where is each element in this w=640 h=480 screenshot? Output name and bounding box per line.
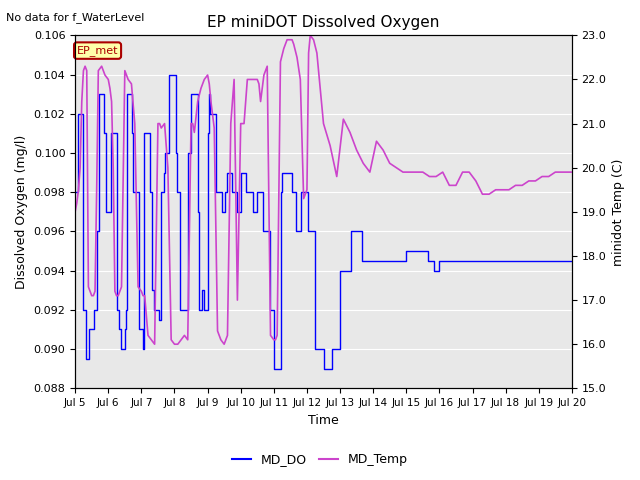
MD_DO (264, 228, 272, 234)
MD_Temp (532, 178, 540, 184)
MD_DO (176, 307, 184, 313)
MD_Temp (144, 333, 152, 338)
Legend: MD_DO, MD_Temp: MD_DO, MD_Temp (227, 448, 413, 471)
MD_DO (568, 258, 576, 264)
Line: MD_DO: MD_DO (75, 74, 572, 369)
MD_Temp (197, 85, 205, 91)
MD_Temp (83, 68, 91, 73)
MD_Temp (307, 33, 314, 38)
MD_DO (165, 72, 173, 77)
MD_Temp (568, 169, 576, 175)
MD_DO (436, 258, 444, 264)
MD_Temp (525, 178, 532, 184)
MD_DO (163, 150, 170, 156)
Line: MD_Temp: MD_Temp (75, 36, 572, 344)
MD_Temp (71, 209, 79, 215)
X-axis label: Time: Time (308, 414, 339, 427)
MD_DO (319, 366, 327, 372)
MD_DO (273, 366, 280, 372)
MD_Temp (151, 341, 159, 347)
Title: EP miniDOT Dissolved Oxygen: EP miniDOT Dissolved Oxygen (207, 15, 440, 30)
Y-axis label: Dissolved Oxygen (mg/l): Dissolved Oxygen (mg/l) (15, 135, 28, 289)
Text: No data for f_WaterLevel: No data for f_WaterLevel (6, 12, 145, 23)
Y-axis label: minidot Temp (C): minidot Temp (C) (612, 158, 625, 265)
Text: EP_met: EP_met (77, 45, 118, 56)
MD_DO (270, 366, 278, 372)
MD_Temp (134, 284, 142, 290)
MD_DO (71, 189, 79, 195)
